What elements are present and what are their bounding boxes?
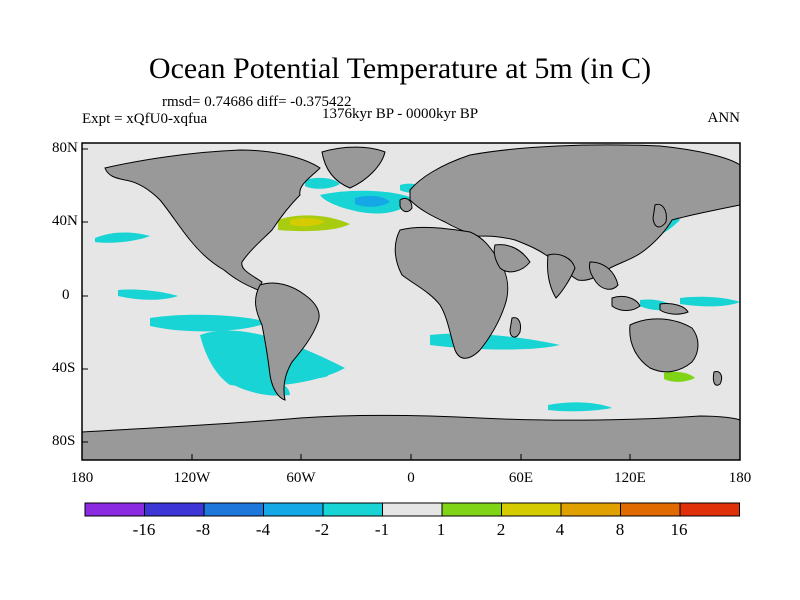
land-india: [547, 253, 576, 299]
land-north-america: [104, 149, 321, 291]
colorbar-swatch: [203, 502, 264, 517]
anomaly-west-pacific: [680, 296, 740, 307]
anomaly-southern-ocean: [548, 402, 612, 412]
colorbar-label: 16: [670, 520, 688, 539]
land-southeast-asia: [589, 261, 619, 290]
map-title: Ocean Potential Temperature at 5m (in C): [148, 52, 652, 85]
land-madagascar: [509, 317, 521, 338]
colorbar-label: 4: [555, 520, 565, 539]
colorbar-label: 1: [436, 520, 446, 539]
axis-ticks: [81, 148, 741, 460]
colorbar-swatch: [263, 502, 324, 517]
y-tick-label: 80N: [52, 140, 78, 156]
anomaly-east-australia: [664, 371, 695, 382]
anomaly-north-atlantic-core: [355, 195, 390, 207]
colorbar-label: 2: [496, 520, 506, 539]
land-arabia: [493, 244, 531, 273]
land-greenland: [321, 146, 386, 189]
land-indonesia: [611, 295, 641, 311]
land-south-america: [255, 282, 320, 401]
anomaly-north-pacific-west: [95, 232, 150, 243]
x-tick-label: 180: [728, 470, 752, 486]
y-tick-label: 40S: [52, 360, 76, 376]
colorbar-swatch: [322, 502, 383, 517]
x-tick-label: 180: [70, 470, 94, 486]
land-new-guinea: [659, 303, 689, 315]
land-japan: [652, 203, 667, 228]
colorbar-swatch: [620, 502, 681, 517]
rmsd-diff-stats: rmsd= 0.74686 diff= -0.375422: [162, 94, 352, 110]
colorbar-swatch: [84, 502, 145, 517]
land-australia: [629, 318, 699, 373]
anomaly-equatorial-pacific: [150, 314, 270, 332]
colorbar-swatch: [382, 502, 443, 517]
anomaly-gulf-stream-warm-core: [290, 217, 325, 227]
colorbar-swatch: [441, 502, 502, 517]
y-tick-label: 40N: [52, 213, 78, 229]
colorbar-label: -2: [314, 520, 330, 539]
x-tick-label: 120W: [173, 470, 211, 486]
colorbar: [84, 502, 740, 517]
anomaly-south-atlantic: [300, 367, 328, 379]
land-uk: [399, 197, 413, 213]
y-tick-label: 80S: [52, 433, 76, 449]
colorbar-label: -4: [255, 520, 271, 539]
x-tick-label: 120E: [614, 470, 646, 486]
season-label: ANN: [707, 110, 741, 126]
x-tick-label: 0: [407, 470, 415, 486]
land-antarctica: [81, 414, 741, 461]
colorbar-label: -1: [374, 520, 390, 539]
colorbar-swatch: [560, 502, 621, 517]
colorbar-swatch: [679, 502, 740, 517]
anomaly-labrador: [305, 177, 340, 189]
time-period-label: 1376kyr BP - 0000kyr BP: [322, 106, 479, 122]
land-masses: [81, 144, 741, 461]
land-new-zealand: [712, 371, 723, 386]
colorbar-label: -8: [195, 520, 211, 539]
colorbar-swatch: [144, 502, 205, 517]
x-tick-label: 60W: [286, 470, 316, 486]
colorbar-swatch: [501, 502, 562, 517]
land-africa: [394, 226, 509, 359]
colorbar-label: 8: [615, 520, 625, 539]
x-tick-label: 60E: [508, 470, 534, 486]
experiment-label: Expt = xQfU0-xqfua: [82, 111, 208, 127]
anomaly-east-pacific: [118, 289, 178, 300]
colorbar-label: -16: [132, 520, 156, 539]
y-tick-label: 0: [62, 287, 70, 303]
